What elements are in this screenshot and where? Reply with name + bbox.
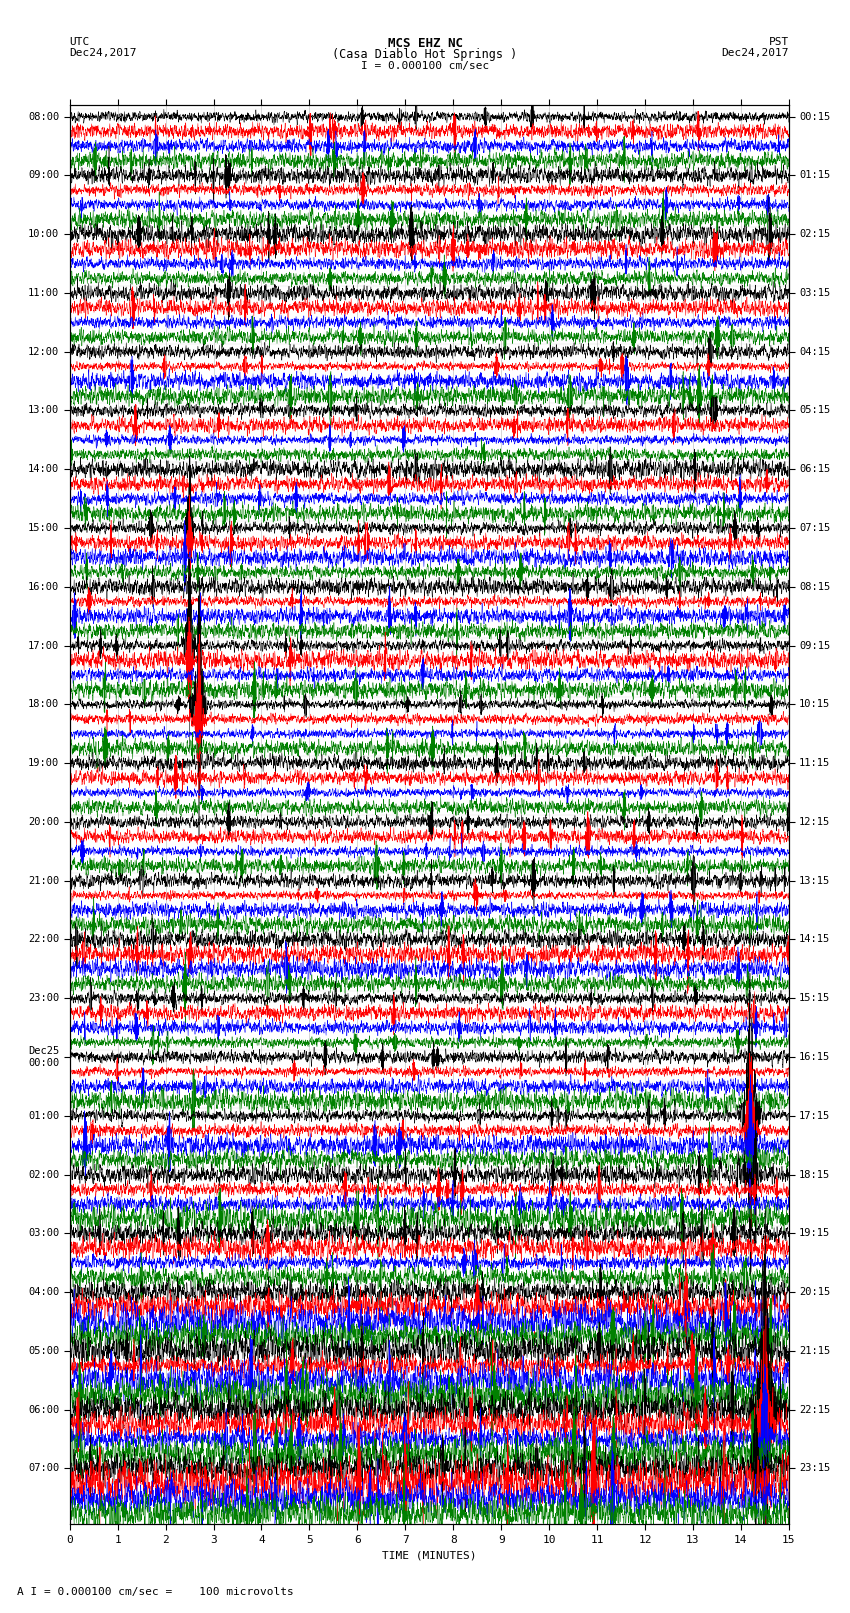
Text: UTC: UTC <box>70 37 90 47</box>
X-axis label: TIME (MINUTES): TIME (MINUTES) <box>382 1550 477 1560</box>
Text: I = 0.000100 cm/sec: I = 0.000100 cm/sec <box>361 61 489 71</box>
Text: A I = 0.000100 cm/sec =    100 microvolts: A I = 0.000100 cm/sec = 100 microvolts <box>17 1587 294 1597</box>
Text: Dec24,2017: Dec24,2017 <box>722 48 789 58</box>
Text: MCS EHZ NC: MCS EHZ NC <box>388 37 462 50</box>
Text: Dec24,2017: Dec24,2017 <box>70 48 137 58</box>
Text: (Casa Diablo Hot Springs ): (Casa Diablo Hot Springs ) <box>332 48 518 61</box>
Text: PST: PST <box>768 37 789 47</box>
